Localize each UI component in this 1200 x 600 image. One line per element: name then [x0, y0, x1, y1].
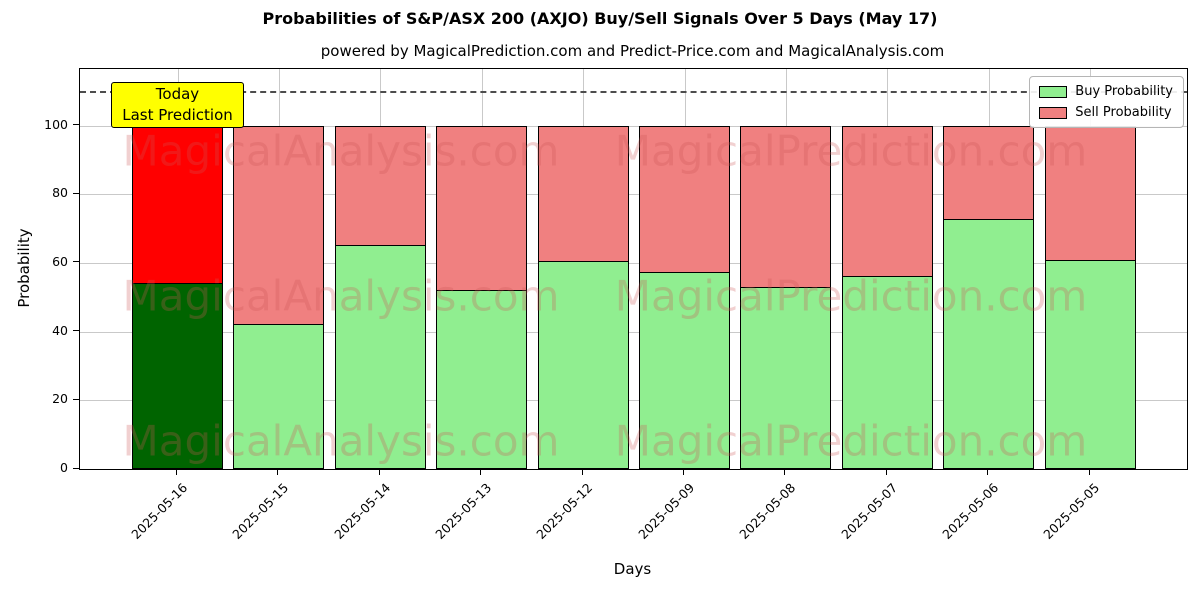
horizontal-gridline [80, 125, 1187, 127]
x-tick-label: 2025-05-12 [533, 480, 596, 542]
watermark-text: MagicalAnalysis.com [122, 271, 560, 321]
x-tick [885, 469, 887, 475]
dashed-threshold-line [80, 91, 1187, 94]
x-tick-label: 2025-05-05 [1040, 480, 1103, 542]
x-tick [683, 469, 684, 475]
x-tick [176, 469, 177, 475]
legend-item-buy: Buy Probability [1039, 84, 1173, 99]
bar-buy-segment [841, 275, 933, 469]
bar-buy-segment [436, 289, 528, 469]
x-tick-label: 2025-05-15 [229, 480, 292, 542]
x-tick [277, 469, 279, 475]
y-tick [73, 124, 79, 126]
bar-sell-segment [537, 125, 629, 263]
bar-buy-segment [334, 244, 426, 469]
chart-title: Probabilities of S&P/ASX 200 (AXJO) Buy/… [262, 9, 938, 28]
bar-buy-segment [639, 271, 730, 469]
x-tick-label: 2025-05-07 [837, 480, 900, 542]
today-annotation: Today Last Prediction [111, 82, 244, 128]
watermark-text: MagicalAnalysis.com [122, 126, 560, 176]
x-tick-label: 2025-05-13 [432, 480, 495, 542]
horizontal-gridline [80, 331, 1187, 333]
y-tick [73, 192, 79, 194]
bar-sell-segment [436, 125, 528, 291]
x-tick-label: 2025-05-16 [128, 480, 191, 542]
y-tick-label: 40 [52, 322, 68, 338]
x-tick [581, 469, 583, 475]
legend: Buy Probability Sell Probability [1029, 76, 1184, 128]
horizontal-gridline [80, 194, 1187, 196]
watermark-text: MagicalAnalysis.com [122, 416, 560, 466]
x-tick [1088, 469, 1090, 475]
legend-item-sell: Sell Probability [1039, 105, 1173, 120]
x-tick-label: 2025-05-06 [939, 480, 1002, 542]
x-tick-label: 2025-05-09 [635, 480, 698, 542]
bar-buy-segment [537, 260, 629, 469]
y-tick-label: 0 [60, 460, 68, 475]
y-tick-label: 20 [52, 391, 68, 407]
y-tick-label: 100 [44, 116, 68, 132]
buy-probability-swatch [1039, 85, 1068, 98]
x-axis-label: Days [613, 560, 652, 578]
y-tick [73, 398, 79, 400]
x-tick [987, 469, 989, 475]
bar-buy-segment [233, 323, 325, 469]
horizontal-gridline [80, 262, 1187, 264]
x-tick [378, 469, 380, 475]
bar-sell-segment [233, 125, 325, 325]
horizontal-gridline [80, 400, 1187, 402]
bar-sell-segment [1044, 125, 1136, 262]
watermark-text: MagicalPrediction.com [614, 271, 1088, 321]
plot-area: Today Last Prediction Buy Probability Se… [79, 68, 1188, 470]
y-tick [73, 261, 79, 263]
watermark-text: MagicalPrediction.com [614, 416, 1088, 466]
bar-buy-segment [943, 218, 1035, 469]
watermark-text: MagicalPrediction.com [614, 126, 1088, 176]
bar-sell-segment [841, 125, 933, 278]
bar-sell-segment [334, 125, 426, 246]
bar-buy-segment [1044, 259, 1136, 469]
legend-label-sell: Sell Probability [1075, 105, 1172, 120]
annotation-line-1: Today [155, 85, 200, 103]
x-tick-label: 2025-05-08 [736, 480, 799, 542]
bar-buy-segment [132, 282, 223, 469]
x-tick [784, 469, 786, 475]
y-tick [73, 467, 79, 469]
y-tick-label: 60 [52, 253, 68, 269]
chart-subtitle: powered by MagicalPrediction.com and Pre… [320, 42, 945, 60]
x-tick [480, 469, 482, 475]
legend-label-buy: Buy Probability [1075, 84, 1173, 99]
x-tick-label: 2025-05-14 [330, 480, 393, 542]
sell-probability-swatch [1039, 106, 1068, 119]
bar-sell-segment [639, 125, 730, 274]
bar-sell-segment [740, 125, 832, 289]
y-tick-label: 80 [52, 185, 68, 201]
annotation-line-2: Last Prediction [122, 106, 233, 124]
y-tick [73, 330, 79, 332]
bar-sell-segment [943, 125, 1035, 220]
